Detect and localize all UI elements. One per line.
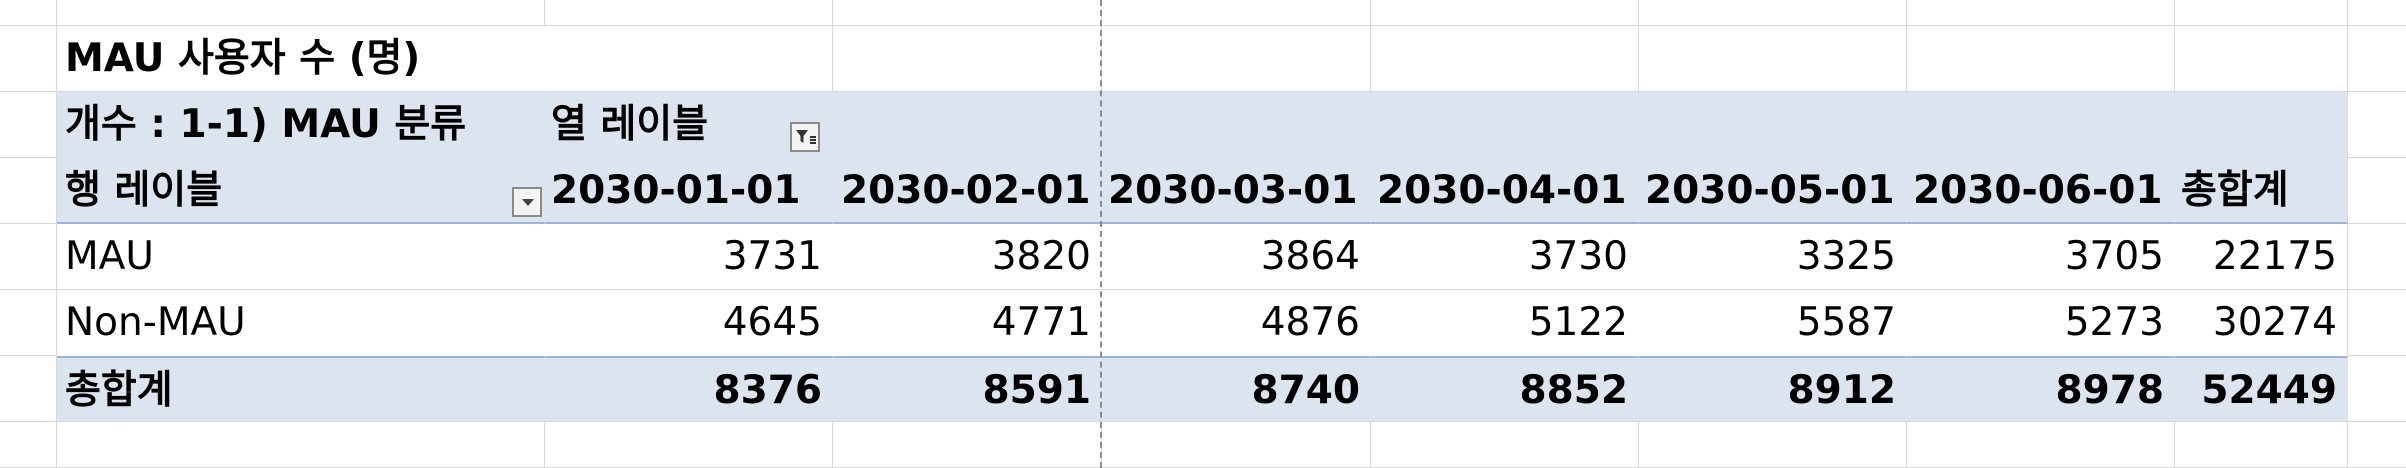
cell[interactable]	[833, 26, 1102, 92]
page-break-line	[1100, 0, 1102, 468]
cell[interactable]	[545, 422, 833, 468]
grand-total-cell[interactable]: 8740	[1102, 356, 1371, 422]
cell[interactable]	[1907, 422, 2175, 468]
cell[interactable]	[1371, 92, 1639, 158]
cell[interactable]	[0, 422, 57, 468]
cell[interactable]	[0, 290, 57, 356]
data-cell[interactable]: 3820	[833, 224, 1102, 290]
cell[interactable]	[1639, 0, 1907, 26]
cell[interactable]	[0, 92, 57, 158]
column-header[interactable]: 2030-05-01	[1639, 158, 1907, 224]
cell[interactable]	[0, 224, 57, 290]
cell[interactable]	[57, 422, 545, 468]
cell[interactable]	[1102, 422, 1371, 468]
grand-total-cell[interactable]: 8978	[1907, 356, 2175, 422]
column-header[interactable]: 2030-04-01	[1371, 158, 1639, 224]
cell[interactable]	[0, 0, 57, 26]
cell[interactable]	[1907, 26, 2175, 92]
cell[interactable]	[545, 0, 833, 26]
data-cell[interactable]: 4645	[722, 300, 822, 345]
data-cell[interactable]: 3731	[545, 224, 833, 290]
cell[interactable]	[1102, 26, 1371, 92]
column-labels-text: 열 레이블	[551, 102, 709, 147]
cell[interactable]	[2348, 422, 2406, 468]
cell[interactable]	[2348, 290, 2406, 356]
cell[interactable]	[57, 0, 545, 26]
row-labels-cell[interactable]: 행 레이블	[57, 158, 545, 224]
row-label-non-mau[interactable]: Non-MAU	[65, 300, 246, 345]
data-cell-row-total[interactable]: 22175	[2175, 224, 2348, 290]
cell[interactable]	[1371, 422, 1639, 468]
data-cell[interactable]: 5122	[1528, 300, 1628, 345]
cell[interactable]	[833, 92, 1102, 158]
grand-total-cell[interactable]: 8912	[1639, 356, 1907, 422]
column-header[interactable]: 2030-06-01	[1907, 158, 2175, 224]
data-cell[interactable]: 3730	[1371, 224, 1639, 290]
data-cell[interactable]: 3864	[1102, 224, 1371, 290]
pivot-title[interactable]: MAU 사용자 수 (명)	[57, 26, 545, 92]
chevron-down-icon	[522, 199, 534, 206]
cell[interactable]	[833, 422, 1102, 468]
data-cell[interactable]: 5587	[1796, 300, 1896, 345]
data-cell[interactable]: 3705	[1907, 224, 2175, 290]
cell[interactable]	[1639, 92, 1907, 158]
cell[interactable]	[1102, 0, 1371, 26]
row-label-mau[interactable]: MAU	[57, 224, 545, 290]
data-cell[interactable]: 4876	[1260, 300, 1360, 345]
cell[interactable]	[0, 26, 57, 92]
cell[interactable]	[2348, 356, 2406, 422]
value-field-label[interactable]: 개수 : 1-1) MAU 분류	[57, 92, 545, 158]
cell[interactable]	[2348, 158, 2406, 224]
row-labels-text: 행 레이블	[65, 168, 223, 213]
cell[interactable]	[2175, 92, 2348, 158]
grand-total-cell[interactable]: 8591	[833, 356, 1102, 422]
cell[interactable]	[1907, 0, 2175, 26]
cell[interactable]	[1639, 26, 1907, 92]
cell[interactable]	[1102, 92, 1371, 158]
cell[interactable]	[1371, 26, 1639, 92]
grand-total-cell[interactable]: 8852	[1371, 356, 1639, 422]
cell[interactable]	[0, 158, 57, 224]
column-header[interactable]: 2030-03-01	[1102, 158, 1371, 224]
grand-total-label[interactable]: 총합계	[57, 356, 545, 422]
cell[interactable]	[2348, 26, 2406, 92]
cell[interactable]	[2175, 0, 2348, 26]
column-labels-cell[interactable]: 열 레이블	[545, 92, 833, 158]
cell[interactable]	[2348, 92, 2406, 158]
cell[interactable]	[1907, 92, 2175, 158]
grand-total-overall[interactable]: 52449	[2175, 356, 2348, 422]
filter-icon	[796, 130, 816, 144]
column-header[interactable]: 2030-02-01	[833, 158, 1102, 224]
cell[interactable]	[2348, 0, 2406, 26]
cell[interactable]	[2175, 26, 2348, 92]
column-header[interactable]: 2030-01-01	[545, 158, 833, 224]
data-cell[interactable]: 4771	[991, 300, 1091, 345]
column-filter-button[interactable]	[790, 122, 820, 152]
grand-total-cell[interactable]: 8376	[545, 356, 833, 422]
cell[interactable]	[2175, 422, 2348, 468]
cell[interactable]	[0, 356, 57, 422]
cell[interactable]	[545, 26, 833, 92]
data-cell[interactable]: 5273	[2064, 300, 2164, 345]
cell[interactable]	[833, 0, 1102, 26]
cell[interactable]	[1639, 422, 1907, 468]
column-header-grand-total[interactable]: 총합계	[2175, 158, 2348, 224]
cell[interactable]	[1371, 0, 1639, 26]
data-cell-row-total[interactable]: 30274	[2175, 290, 2348, 356]
cell[interactable]	[2348, 224, 2406, 290]
row-filter-button[interactable]	[512, 187, 542, 217]
data-cell[interactable]: 3325	[1639, 224, 1907, 290]
